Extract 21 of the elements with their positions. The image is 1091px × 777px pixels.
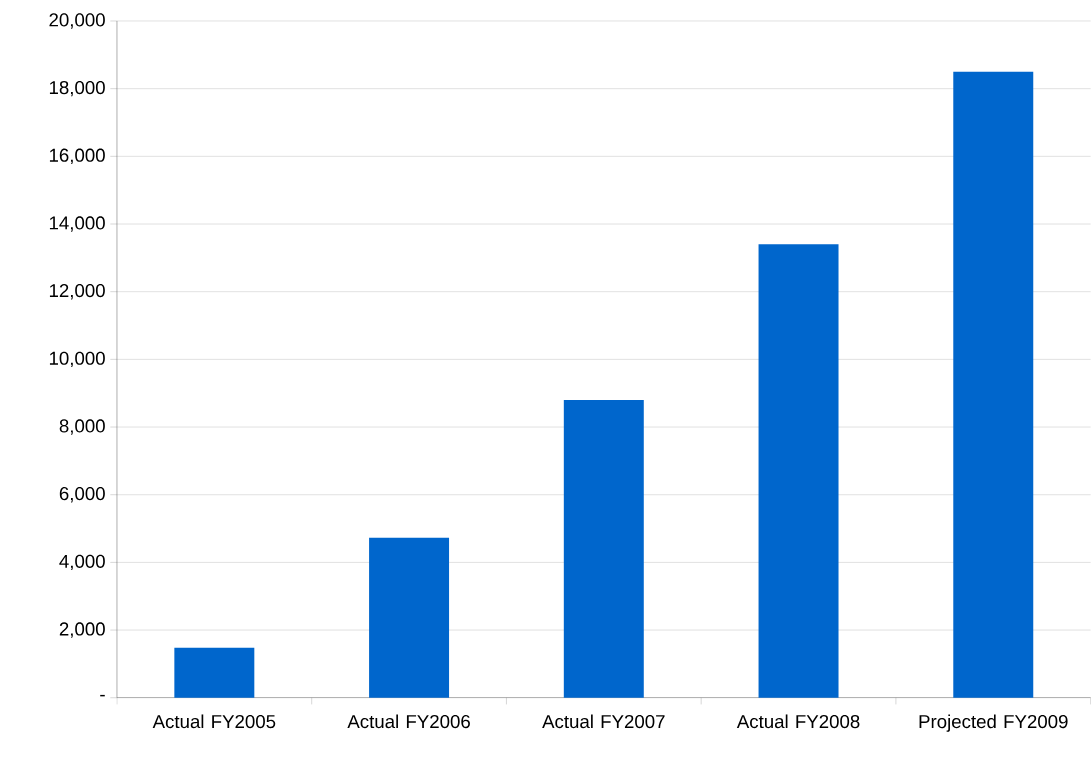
y-tick-label: 12,000 [49, 284, 105, 300]
y-tick-label: 20,000 [49, 13, 105, 29]
x-tick-label: Actual FY2007 [542, 714, 665, 729]
y-tick-label: - [100, 695, 105, 697]
bar [953, 71, 1034, 698]
y-tick-label: 6,000 [59, 487, 105, 503]
x-tick-label: Actual FY2005 [152, 714, 276, 729]
x-tick-label: Actual FY2008 [736, 714, 860, 729]
y-tick-label: 10,000 [49, 351, 105, 368]
y-tick-label: 14,000 [49, 216, 105, 232]
y-tick-label: 8,000 [59, 419, 105, 435]
bar [369, 537, 450, 698]
y-tick-label: 2,000 [59, 622, 105, 638]
bar [563, 400, 644, 698]
y-tick-label: 18,000 [49, 81, 105, 97]
bar [174, 647, 255, 698]
x-tick-label: Projected FY2009 [919, 714, 1068, 732]
bar [758, 244, 839, 698]
y-tick-label: 4,000 [59, 554, 105, 571]
y-tick-label: 16,000 [49, 148, 105, 165]
x-tick-label: Actual FY2006 [347, 714, 470, 729]
